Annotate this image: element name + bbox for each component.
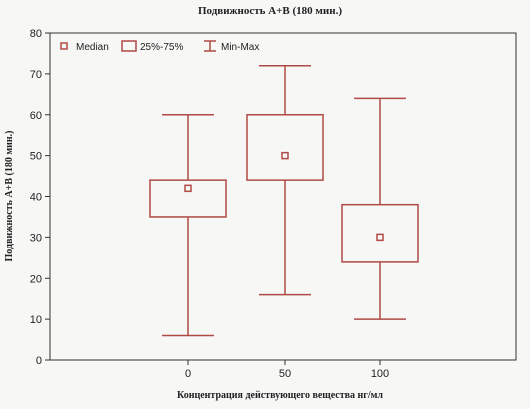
iqr-box xyxy=(341,203,419,263)
plot-frame xyxy=(49,32,517,361)
y-axis: 0 10 20 30 40 50 60 70 80 xyxy=(30,28,50,367)
y-tick-label: 0 xyxy=(36,355,42,367)
x-tick-label: 0 xyxy=(185,368,191,380)
box-0 xyxy=(149,114,227,337)
y-tick-label: 10 xyxy=(30,314,42,326)
y-tick-label: 20 xyxy=(30,273,42,285)
x-axis-label: Концентрация действующего вещества нг/мл xyxy=(177,390,383,401)
x-axis: 0 50 100 xyxy=(185,360,389,380)
x-tick-label: 50 xyxy=(279,368,291,380)
y-tick-label: 80 xyxy=(30,28,42,40)
legend-minmax-label: Min-Max xyxy=(221,42,259,53)
iqr-box xyxy=(149,179,227,218)
x-tick-label: 100 xyxy=(371,368,389,380)
legend-iqr-label: 25%-75% xyxy=(140,42,183,53)
legend-median-symbol xyxy=(60,42,68,50)
chart-title: Подвижность А+В (180 мин.) xyxy=(198,5,342,17)
box-50 xyxy=(246,64,324,296)
y-tick-label: 50 xyxy=(30,151,42,163)
box-series xyxy=(149,64,419,337)
median-marker xyxy=(281,151,289,160)
median-marker xyxy=(376,233,384,242)
legend-iqr-symbol xyxy=(121,40,137,52)
y-tick-label: 40 xyxy=(30,192,42,204)
y-axis-label: Подвижность А+В (180 мин.) xyxy=(4,131,15,262)
median-marker xyxy=(184,184,192,193)
box-100 xyxy=(341,97,419,320)
iqr-box xyxy=(246,114,324,181)
y-tick-label: 30 xyxy=(30,232,42,244)
legend: Median 25%-75% Min-Max xyxy=(60,40,259,53)
y-tick-label: 70 xyxy=(30,69,42,81)
legend-median-label: Median xyxy=(76,42,109,53)
y-tick-label: 60 xyxy=(30,110,42,122)
